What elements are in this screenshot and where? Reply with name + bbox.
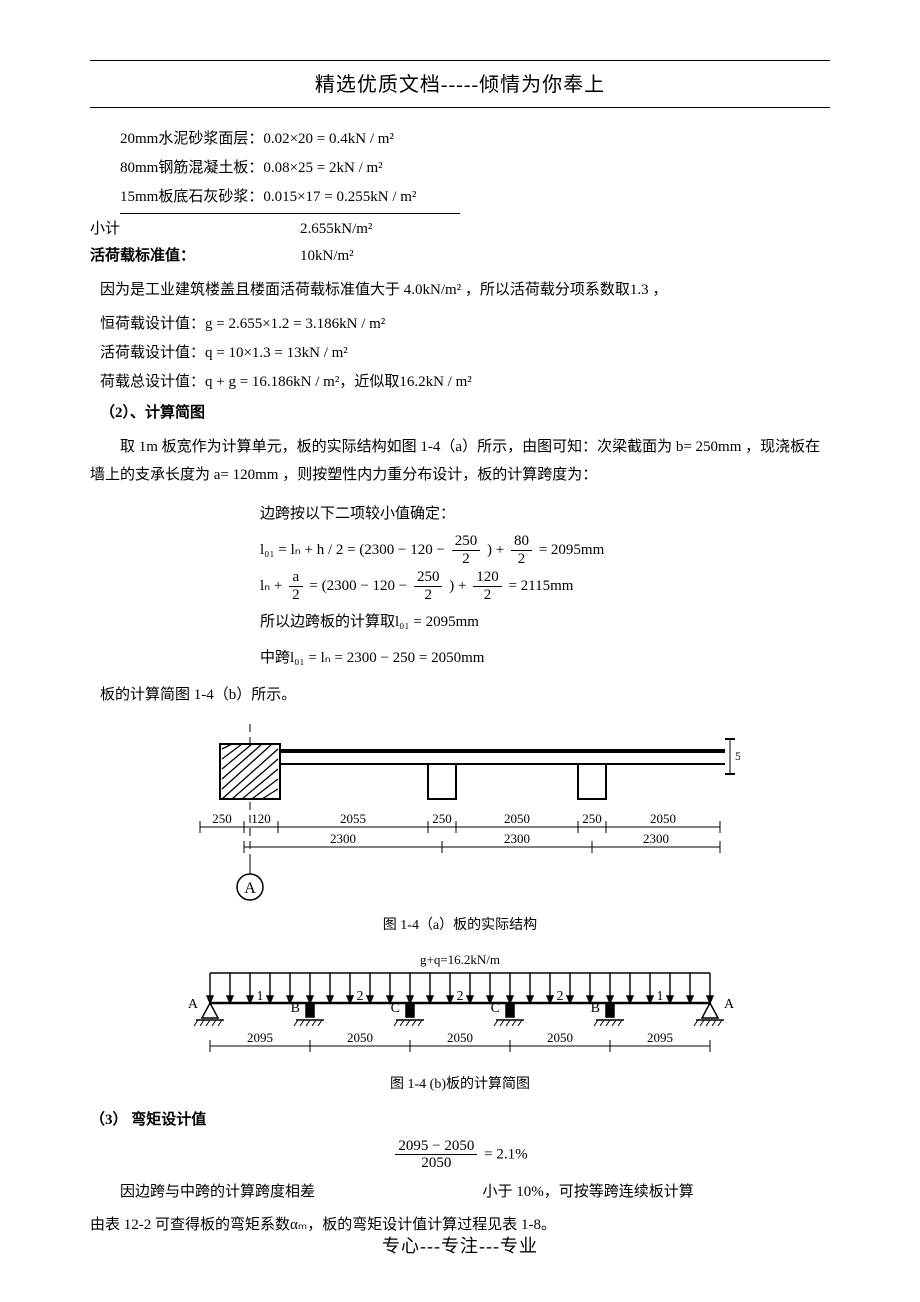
svg-text:A: A [188, 997, 199, 1012]
frac-250-2a: 2502 [452, 533, 481, 567]
liveload-value: 10kN/m² [300, 243, 354, 270]
sec3-post: 小于 10%，可按等跨连续板计算 [483, 1184, 694, 1200]
note-1: 因为是工业建筑楼盖且楼面活荷载标准值大于 4.0kN/m² ，所以活荷载分项系数… [90, 276, 830, 305]
svg-text:550: 550 [735, 749, 740, 763]
svg-text:120: 120 [251, 811, 271, 826]
eq1-b: ) + [487, 542, 504, 558]
svg-text:A: A [724, 997, 735, 1012]
frac-250-2b: 2502 [414, 569, 443, 603]
svg-text:2050: 2050 [650, 811, 676, 826]
sec3-pre: 因边跨与中跨的计算跨度相差 [90, 1178, 315, 1207]
span-eq-4: 中跨l₀₁ = lₙ = 2300 − 250 = 2050mm [260, 640, 830, 676]
svg-text:250: 250 [212, 811, 232, 826]
liveload-row: 活荷载标准值： 10kN/m² [90, 243, 830, 270]
deadload-rule [120, 213, 460, 214]
eq2-c: ) + [449, 578, 466, 594]
span-eq-1: l₀₁ = lₙ + h / 2 = (2300 − 120 − 2502 ) … [260, 532, 830, 568]
eq2-b: = (2300 − 120 − [309, 578, 407, 594]
design-total: 荷载总设计值：q + g = 16.186kN / m²，近似取16.2kN /… [90, 369, 830, 396]
section-2-para: 取 1m 板宽作为计算单元，板的实际结构如图 1-4（a）所示，由图可知：次梁截… [90, 433, 830, 490]
subtotal-label: 小计 [90, 216, 300, 243]
sec3-res: = 2.1% [484, 1146, 527, 1162]
subtotal-value: 2.655kN/m² [300, 216, 372, 243]
svg-text:250: 250 [582, 811, 602, 826]
eq2-a: lₙ + [260, 578, 282, 594]
svg-text:2: 2 [557, 989, 564, 1004]
figure-1-4-a: 250 120 2055 250 2050 250 2050 2300 2300 2300… [180, 719, 740, 909]
section-3-title: （3） 弯矩设计值 [90, 1107, 830, 1134]
svg-text:250: 250 [432, 811, 452, 826]
svg-text:g+q=16.2kN/m: g+q=16.2kN/m [420, 952, 500, 967]
svg-text:1: 1 [657, 989, 664, 1004]
svg-text:2095: 2095 [247, 1030, 273, 1045]
svg-text:2: 2 [357, 989, 364, 1004]
span-eq-2: lₙ + a2 = (2300 − 120 − 2502 ) + 1202 = … [260, 568, 830, 604]
svg-text:A: A [244, 880, 256, 897]
figure-1-4-b: A B C C B A 1 2 2 2 1 g+q=16.2kN/m 2095 2… [180, 948, 740, 1068]
top-rule [90, 60, 830, 61]
figure-1-4-a-caption: 图 1-4（a）板的实际结构 [90, 913, 830, 938]
span-eq-3: 所以边跨板的计算取l₀₁ = 2095mm [260, 604, 830, 640]
svg-text:2: 2 [457, 989, 464, 1004]
svg-text:2300: 2300 [643, 831, 669, 846]
fig-note: 板的计算简图 1-4（b）所示。 [90, 682, 830, 709]
span-intro: 边跨按以下二项较小值确定： [260, 496, 830, 532]
eq1-c: = 2095mm [539, 542, 605, 558]
sec3-frac: 2095 − 2050 2050 [395, 1138, 477, 1172]
svg-text:2300: 2300 [330, 831, 356, 846]
svg-text:B: B [291, 1001, 300, 1016]
svg-text:C: C [391, 1001, 400, 1016]
subtotal-row: 小计 2.655kN/m² [90, 216, 830, 243]
deadload-line-2: 80mm钢筋混凝土板：0.08×25 = 2kN / m² [90, 155, 830, 182]
deadload-line-3: 15mm板底石灰砂浆：0.015×17 = 0.255kN / m² [90, 184, 830, 211]
figure-1-4-b-caption: 图 1-4 (b)板的计算简图 [90, 1072, 830, 1097]
span-calc-block: 边跨按以下二项较小值确定： l₀₁ = lₙ + h / 2 = (2300 −… [90, 496, 830, 676]
svg-text:2050: 2050 [547, 1030, 573, 1045]
page-footer: 专心---专注---专业 [0, 1230, 920, 1262]
page-header: 精选优质文档-----倾情为你奉上 [90, 67, 830, 103]
section-3-line1: 因边跨与中跨的计算跨度相差 小于 10%，可按等跨连续板计算 [90, 1178, 830, 1207]
svg-text:2050: 2050 [504, 811, 530, 826]
design-q: 活荷载设计值：q = 10×1.3 = 13kN / m² [90, 340, 830, 367]
page: 精选优质文档-----倾情为你奉上 20mm水泥砂浆面层：0.02×20 = 0… [0, 0, 920, 1302]
svg-text:2050: 2050 [347, 1030, 373, 1045]
svg-text:B: B [591, 1001, 600, 1016]
eq2-d: = 2115mm [508, 578, 573, 594]
liveload-label: 活荷载标准值： [90, 243, 300, 270]
svg-text:1: 1 [257, 989, 264, 1004]
frac-80-2: 802 [511, 533, 532, 567]
svg-text:C: C [491, 1001, 500, 1016]
svg-text:2095: 2095 [647, 1030, 673, 1045]
eq1-a: l₀₁ = lₙ + h / 2 = (2300 − 120 − [260, 542, 445, 558]
design-g: 恒荷载设计值：g = 2.655×1.2 = 3.186kN / m² [90, 311, 830, 338]
section-3-eq: 2095 − 2050 2050 = 2.1% [90, 1138, 830, 1172]
svg-text:2050: 2050 [447, 1030, 473, 1045]
section-2-title: （2）、计算简图 [90, 400, 830, 427]
svg-text:2055: 2055 [340, 811, 366, 826]
deadload-line-1: 20mm水泥砂浆面层：0.02×20 = 0.4kN / m² [90, 126, 830, 153]
frac-120-2: 1202 [473, 569, 502, 603]
header-rule [90, 107, 830, 108]
frac-a-2: a2 [289, 569, 303, 603]
svg-text:2300: 2300 [504, 831, 530, 846]
